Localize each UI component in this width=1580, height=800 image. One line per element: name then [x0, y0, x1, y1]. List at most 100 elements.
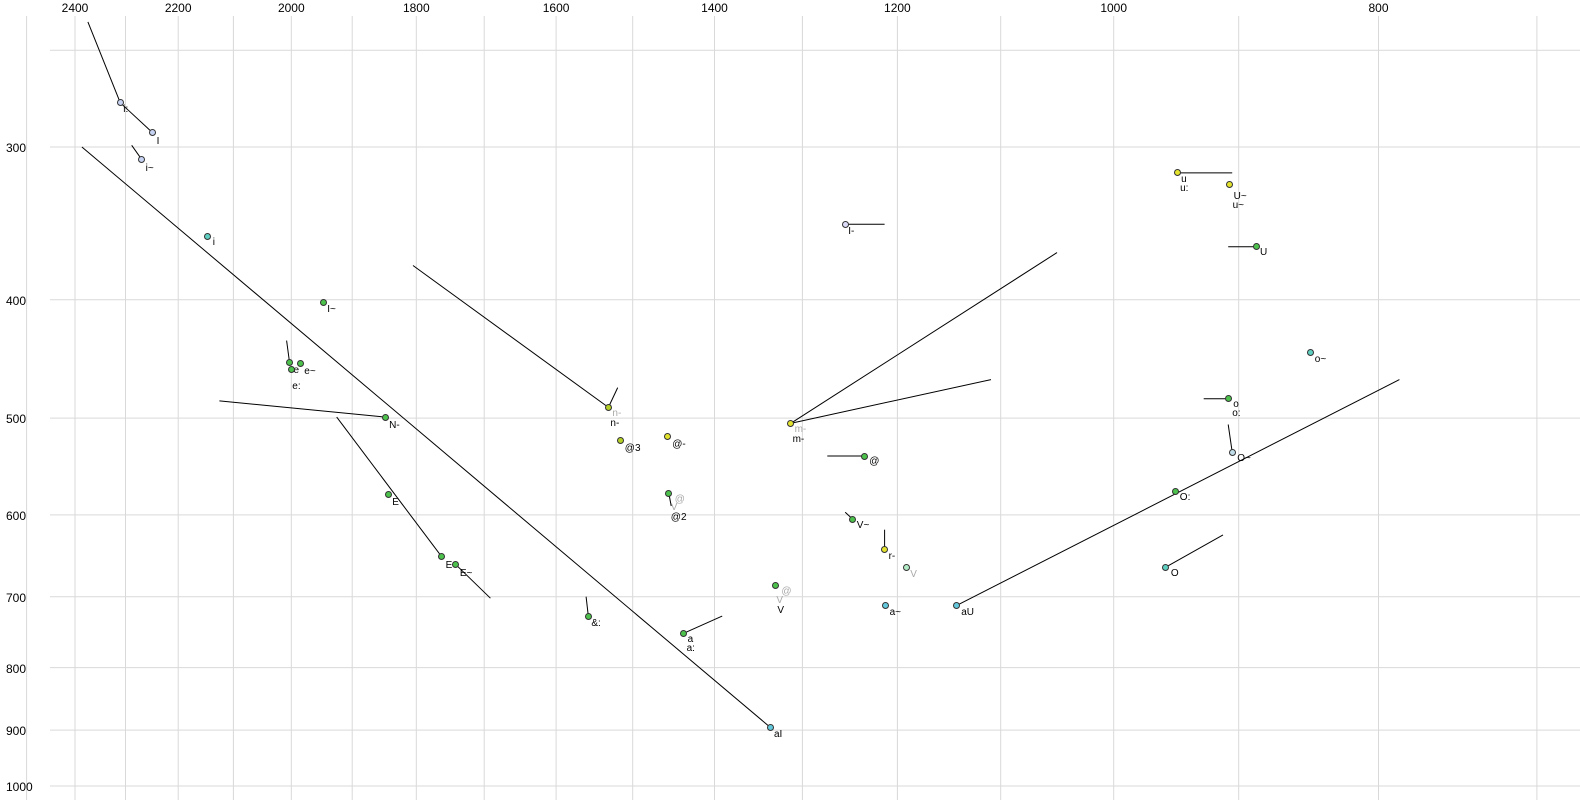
vowel-point-label-pt-a-: a~ — [889, 606, 901, 618]
vowel-point-label-pt-2: @2 — [670, 512, 687, 524]
vowel-point-pt-e- — [287, 365, 295, 373]
vowel-point-pt- — [584, 613, 592, 621]
vowel-point-label-pt-i: I — [156, 135, 160, 147]
vowel-point-pt-o- — [1307, 349, 1315, 357]
vowel-point-pt-v — [902, 564, 910, 572]
vowel-point-pt-o- — [1172, 487, 1180, 495]
trajectory-line-pt-i- — [87, 21, 121, 103]
vowel-point-label-pt-n-: N- — [389, 420, 400, 432]
trajectory-line-pt-e- — [455, 564, 491, 599]
vowel-point-label-pt-u-: u: — [1180, 182, 1189, 194]
vowel-point-label-pt-o: O — [1170, 568, 1179, 580]
vowel-point-label-pt-: &: — [591, 617, 601, 629]
y-axis-tick-label-300: 300 — [6, 141, 27, 155]
x-axis-tick-label-1600: 1600 — [542, 1, 570, 15]
x-axis-tick-label-1800: 1800 — [402, 1, 430, 15]
vowel-point-pt-o- — [1228, 448, 1236, 456]
vowel-point-label-pt-v: V — [910, 568, 917, 580]
trajectory-line-pt-o- — [1227, 424, 1233, 453]
vowel-point-label-pt-i-: I~ — [327, 304, 336, 316]
vowel-point-label-pt-o-: o: — [1232, 407, 1241, 419]
vowel-point-pt-u — [1173, 169, 1181, 177]
vowel-point-pt-e- — [296, 359, 304, 367]
vowel-point-label-pt-a-: a: — [686, 643, 695, 655]
trajectory-line-pt-n- — [412, 265, 609, 408]
vowel-point-pt- — [860, 452, 868, 460]
vowel-point-label-pt-: @ — [674, 494, 685, 506]
trajectory-line-pt-o — [1165, 534, 1224, 568]
vowel-point-label-pt-r-: r- — [888, 551, 896, 563]
vowel-point-label-pt-i-: i~ — [145, 163, 154, 175]
vowel-point-pt-ai — [766, 723, 774, 731]
x-axis-tick-label-1200: 1200 — [884, 1, 911, 15]
vowel-point-pt-v- — [849, 515, 857, 523]
vowel-point-label-pt-v-: V~ — [856, 520, 870, 532]
x-axis-tick-label-1000: 1000 — [1100, 1, 1128, 15]
vowel-point-label-pt-v: V — [777, 605, 785, 617]
vowel-point-pt-i — [149, 129, 157, 137]
vowel-point-label-pt-m-: m- — [792, 434, 805, 446]
trajectory-line-pt-ai — [81, 146, 771, 728]
vowel-point-pt-au — [952, 602, 960, 610]
vowel-point-pt-u — [1252, 243, 1260, 251]
x-axis-tick-label-2000: 2000 — [277, 1, 305, 15]
vowel-point-pt-i — [204, 232, 212, 240]
vowel-point-label-pt-n-: n- — [612, 408, 622, 420]
vowel-point-pt-v — [771, 581, 779, 589]
vowel-point-label-pt-e-: e: — [292, 381, 301, 393]
vowel-point-label-pt-v: V — [776, 595, 784, 607]
vowel-point-label-pt-o: o — [1233, 398, 1239, 410]
vowel-point-label-pt-: @ — [781, 586, 792, 598]
vowel-point-pt-r- — [881, 545, 889, 553]
vowel-point-label-pt-i: i — [212, 237, 215, 249]
vowel-point-label-pt-e: E — [445, 559, 453, 571]
vowel-point-label-pt-e: e — [293, 365, 300, 377]
vowel-point-label-pt-u-: U~ — [1233, 190, 1247, 202]
trajectory-line-pt-m- — [790, 252, 1058, 424]
vowel-point-pt-i- — [138, 155, 146, 163]
vowel-point-label-pt-o-: O: — [1179, 492, 1191, 504]
trajectory-line-pt-i — [119, 102, 153, 134]
vowel-point-label-pt-au: aU — [961, 606, 974, 618]
vowel-point-pt-o — [1162, 563, 1170, 571]
x-axis-tick-label-800: 800 — [1368, 1, 1389, 15]
vowel-point-pt-i- — [116, 99, 124, 107]
vowel-point-label-pt-u-: u~ — [1232, 199, 1244, 211]
trajectory-line-pt-e — [286, 340, 290, 363]
vowel-point-pt-a — [680, 629, 688, 637]
vowel-point-label-pt-e: E — [392, 497, 399, 509]
trajectory-line-pt-m- — [790, 379, 992, 424]
vowel-point-label-pt-n-: n- — [610, 418, 620, 430]
vowel-point-pt-i- — [319, 298, 327, 306]
vowel-point-label-pt-o-: O~ — [1237, 453, 1251, 465]
vowel-point-label-pt-: @ — [869, 456, 880, 467]
y-axis-tick-label-500: 500 — [6, 412, 27, 427]
vowel-point-pt-n- — [381, 413, 389, 421]
vowel-point-pt-a- — [882, 602, 890, 610]
vowel-point-pt-e — [384, 490, 392, 498]
x-axis-tick-label-2200: 2200 — [164, 1, 192, 15]
y-axis-tick-label-1000: 1000 — [6, 780, 33, 794]
vowel-point-pt-2 — [665, 489, 673, 497]
vowel-point-label-pt-v: V — [670, 502, 678, 514]
vowel-point-label-pt-i-: I- — [848, 226, 855, 238]
vowel-point-label-pt-e-: e~ — [304, 366, 316, 378]
vowel-point-pt-i- — [841, 220, 849, 228]
trajectory-line-pt-a — [683, 615, 723, 634]
y-axis-tick-label-400: 400 — [6, 293, 27, 308]
vowel-point-pt-e — [438, 553, 446, 561]
x-axis-tick-label-1400: 1400 — [701, 1, 728, 15]
vowel-point-label-pt-ai: aI — [774, 729, 783, 741]
vowel-point-label-pt-m-: m- — [794, 424, 807, 436]
vowel-point-pt-e — [286, 358, 293, 366]
vowel-point-label-pt-i-: i: — [123, 103, 129, 115]
vowel-point-pt-3 — [617, 436, 625, 444]
vowel-point-label-pt-o-: o~ — [1314, 353, 1327, 365]
y-axis-tick-label-700: 700 — [6, 590, 27, 605]
x-axis-tick-label-2400: 2400 — [61, 1, 89, 15]
y-axis-tick-label-800: 800 — [6, 661, 27, 676]
vowel-point-pt-u- — [1226, 181, 1234, 189]
vowel-point-label-pt-e-: E~ — [459, 567, 473, 579]
vowel-point-label-pt-: @- — [672, 438, 686, 450]
